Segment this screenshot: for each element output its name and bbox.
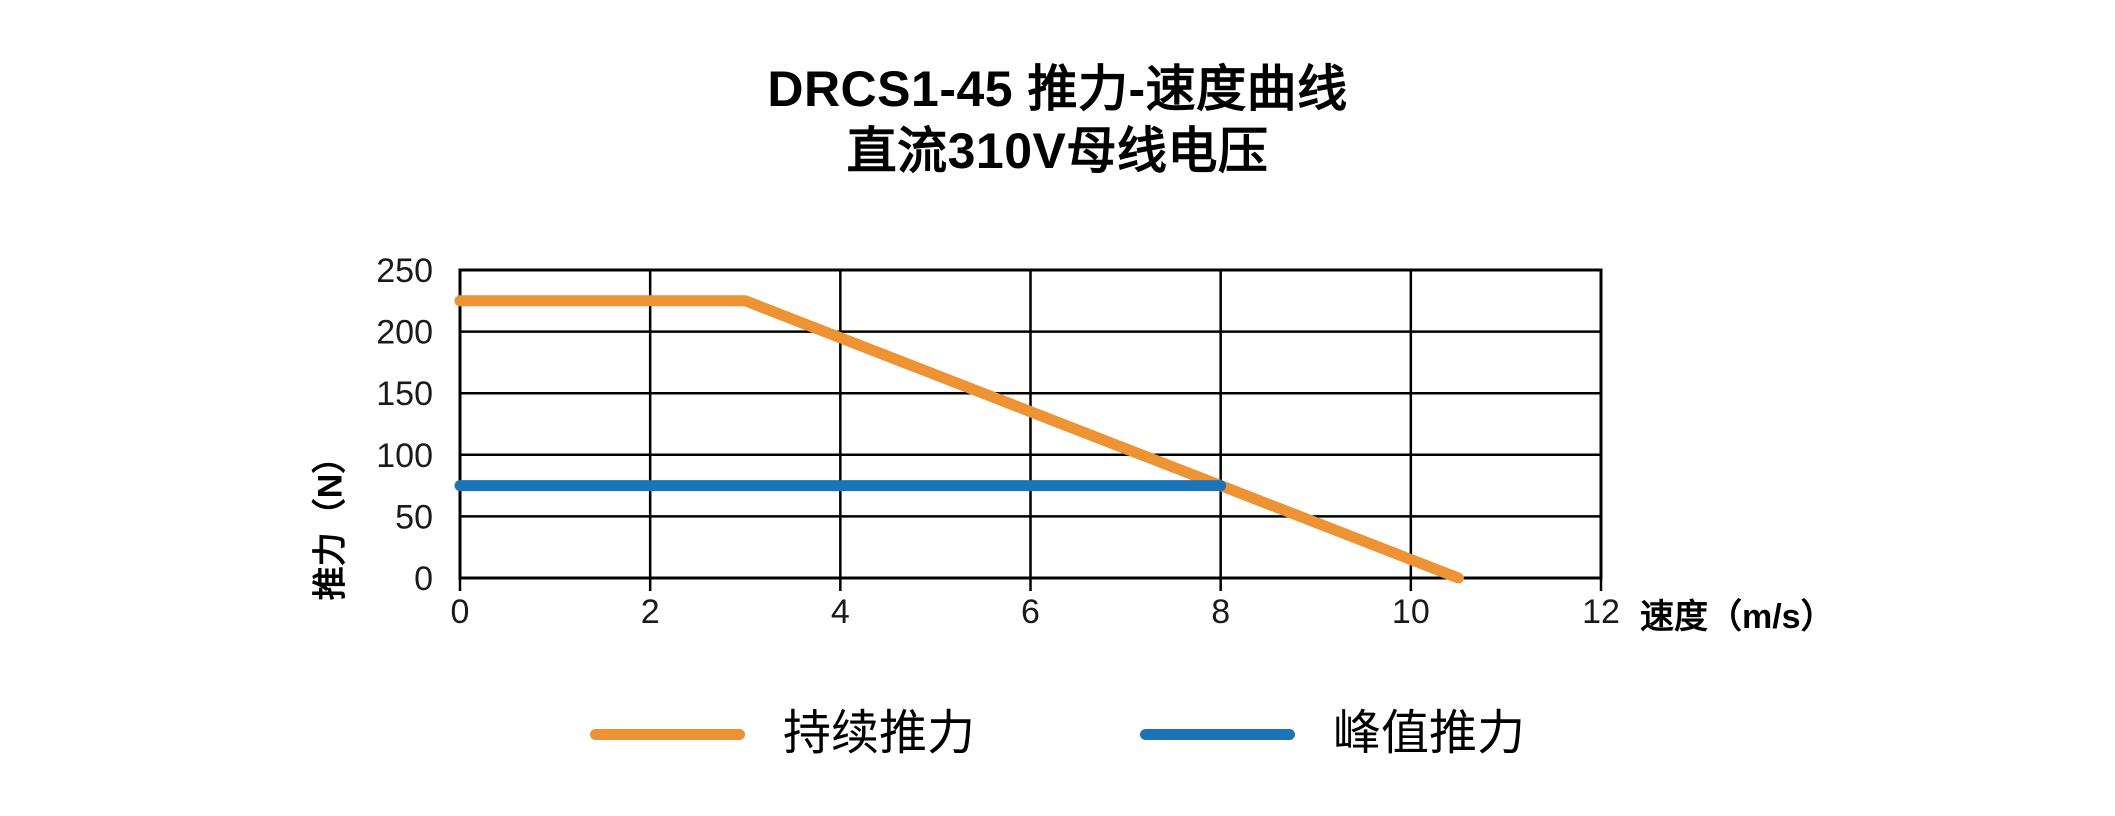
legend-item-peak-thrust: 峰值推力 <box>1140 705 1525 763</box>
x-axis-label: 速度（m/s） <box>1640 598 1835 636</box>
legend-label-peak-thrust: 峰值推力 <box>1333 707 1526 760</box>
chart-title-line2: 直流310V母线电压 <box>846 123 1269 179</box>
y-tick-label: 150 <box>376 375 433 413</box>
y-tick-label: 250 <box>376 252 433 290</box>
x-tick-label: 10 <box>1392 593 1430 631</box>
chart-title: DRCS1-45 推力-速度曲线 直流310V母线电压 <box>0 58 2115 182</box>
y-tick-label: 200 <box>376 314 433 352</box>
y-axis-label: 推力（N） <box>311 439 350 601</box>
y-tick-label: 50 <box>395 498 433 536</box>
x-tick-label: 6 <box>1021 593 1040 631</box>
chart-title-line1: DRCS1-45 推力-速度曲线 <box>767 61 1348 117</box>
x-tick-label: 2 <box>641 593 660 631</box>
y-tick-label: 0 <box>414 560 433 598</box>
x-tick-label: 12 <box>1582 593 1620 631</box>
plot-border <box>458 268 1603 580</box>
series-line-continuous-thrust <box>454 295 1464 584</box>
legend-label-continuous-thrust: 持续推力 <box>782 707 975 760</box>
y-tick-label: 100 <box>376 437 433 475</box>
x-tick-label: 8 <box>1211 593 1230 631</box>
legend-swatch-peak-thrust-line <box>1140 728 1295 740</box>
x-tick-label: 4 <box>831 593 850 631</box>
legend-swatch-continuous-thrust-line <box>589 728 745 740</box>
legend: 持续推力 峰值推力 <box>0 705 2115 763</box>
x-tick-label: 0 <box>451 593 470 631</box>
legend-item-continuous-thrust: 持续推力 <box>589 705 975 763</box>
